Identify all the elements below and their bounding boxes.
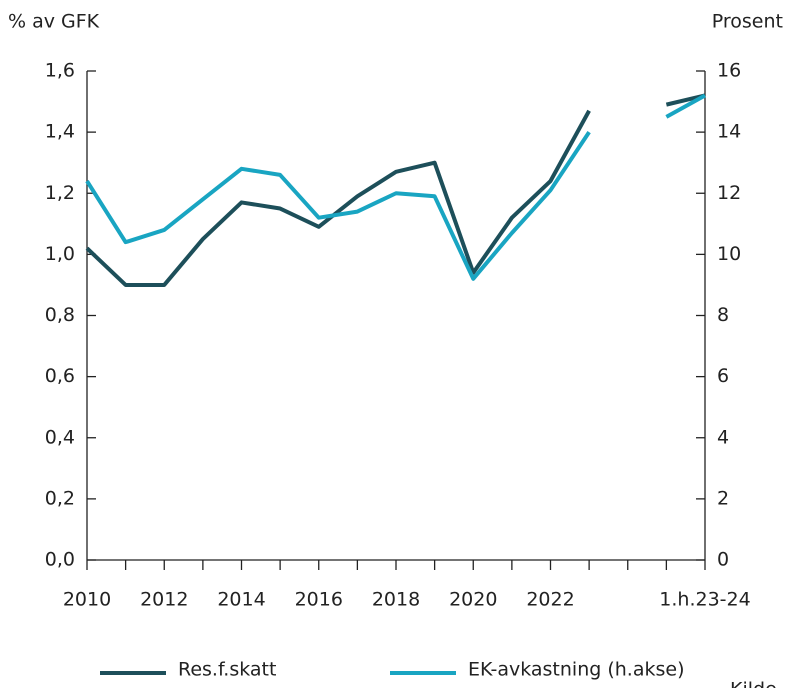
x-tick-label: 2010 (63, 589, 111, 611)
y-tick-label: 0,0 (45, 549, 75, 571)
x-tick-label: 2014 (217, 589, 265, 611)
line-series (85, 93, 706, 287)
x-tick-label: 2020 (449, 589, 497, 611)
y2-tick-label: 12 (717, 182, 741, 204)
y-tick-label: 0,8 (45, 304, 75, 326)
y-tick-label: 0,6 (45, 365, 75, 387)
x-tick-label: 1.h.23-24 (659, 589, 750, 611)
y2-tick-label: 4 (717, 426, 729, 448)
y2-axis-title: Prosent (712, 11, 783, 33)
y-tick-label: 0,2 (45, 487, 75, 509)
x-tick-label: 2016 (295, 589, 343, 611)
x-tick-label: 2018 (372, 589, 420, 611)
y2-tick-label: 10 (717, 243, 741, 265)
y-tick-label: 1,0 (45, 243, 75, 265)
x-tick-label: 2022 (526, 589, 574, 611)
y-tick-label: 1,2 (45, 182, 75, 204)
y2-tick-label: 6 (717, 365, 729, 387)
legend-label: Res.f.skatt (178, 659, 276, 681)
y2-tick-label: 0 (717, 549, 729, 571)
y2-tick-label: 16 (717, 60, 741, 82)
y-tick-label: 1,4 (45, 121, 75, 143)
y-tick-label: 1,6 (45, 60, 75, 82)
y2-tick-label: 8 (717, 304, 729, 326)
source: Kilde (730, 679, 777, 688)
line-series (85, 93, 706, 281)
legend-label: EK-avkastning (h.akse) (468, 659, 684, 681)
y-tick-label: 0,4 (45, 426, 75, 448)
y2-tick-label: 2 (717, 487, 729, 509)
y2-tick-label: 14 (717, 121, 741, 143)
x-tick-label: 2012 (140, 589, 188, 611)
y-axis-title: % av GFK (8, 11, 100, 33)
